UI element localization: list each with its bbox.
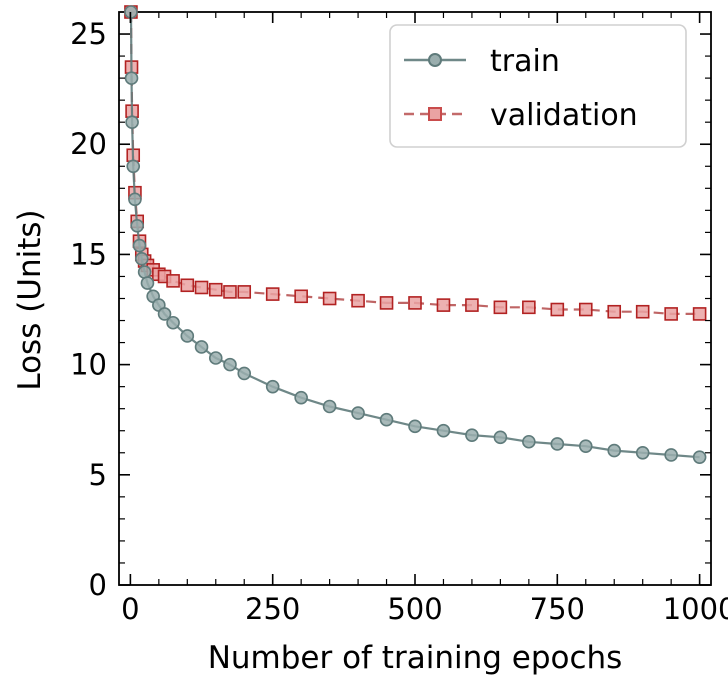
validation-point [237,285,252,299]
train-point [664,448,678,462]
train-point [379,412,394,427]
train-point [436,423,451,438]
train-point [208,351,223,365]
train-point [194,340,209,354]
validation-point [208,282,223,297]
y-axis-label: Loss (Units) [12,209,48,390]
validation-point [664,307,678,321]
train-point [157,307,172,321]
validation-point [322,291,337,306]
x-tick-label: 0 [121,592,139,626]
validation-point [493,300,508,315]
tick-layer: 0 250 500 750 1000 0 5 10 15 20 25 [70,12,728,626]
validation-point [408,296,422,310]
validation-point [166,274,180,288]
validation-point [578,302,593,317]
y-tick-label: 25 [70,17,107,51]
x-tick-label: 500 [387,592,442,626]
y-tick-label: 10 [70,348,107,382]
train-point [132,238,147,253]
y-tick-label: 20 [70,127,107,161]
validation-point [465,298,479,312]
train-point [128,192,142,207]
train-point [237,366,252,381]
train-point [351,406,365,420]
legend-validation-label: validation [490,98,638,133]
legend-train-label: train [490,44,560,79]
validation-point [607,304,622,319]
train-point [124,71,139,85]
validation-point [379,296,394,310]
train-point [550,437,565,451]
x-tick-label: 750 [530,592,585,626]
y-tick-label: 15 [70,237,107,271]
train-point [166,315,180,330]
train-point [322,399,337,414]
train-series [124,5,707,464]
validation-point [265,287,280,301]
train-point [137,265,152,279]
validation-point [522,300,536,315]
legend-validation-marker [428,107,442,121]
train-point [125,115,139,129]
train-point [140,276,155,290]
y-tick-label: 5 [89,458,107,492]
train-point [465,428,479,442]
x-tick-label: 1000 [663,592,728,626]
validation-point [223,285,237,299]
train-point [294,390,308,405]
validation-point [294,289,308,304]
train-point [180,329,195,343]
validation-point [351,293,365,308]
legend-train-marker [428,53,442,67]
train-point [578,439,593,453]
x-tick-label: 250 [245,592,300,626]
y-tick-label: 0 [89,568,107,602]
train-point [635,445,650,460]
validation-point [635,304,650,319]
train-point [134,252,149,266]
train-point [126,159,141,174]
validation-point [180,278,195,293]
train-point [223,357,237,372]
legend: train validation [389,24,687,148]
train-point [692,450,707,464]
x-axis-label: Number of training epochs [208,640,623,676]
train-point [265,379,280,394]
train-point [130,218,145,233]
validation-point [194,280,209,295]
legend-box [389,24,687,148]
validation-point [550,302,565,317]
train-point [408,419,422,434]
train-point [522,434,536,449]
series-layer [124,5,707,464]
train-point [607,443,622,458]
train-point [493,430,508,445]
validation-point [692,307,707,321]
plot-area: 0 250 500 750 1000 0 5 10 15 20 25 [70,5,728,626]
validation-point [436,298,451,312]
